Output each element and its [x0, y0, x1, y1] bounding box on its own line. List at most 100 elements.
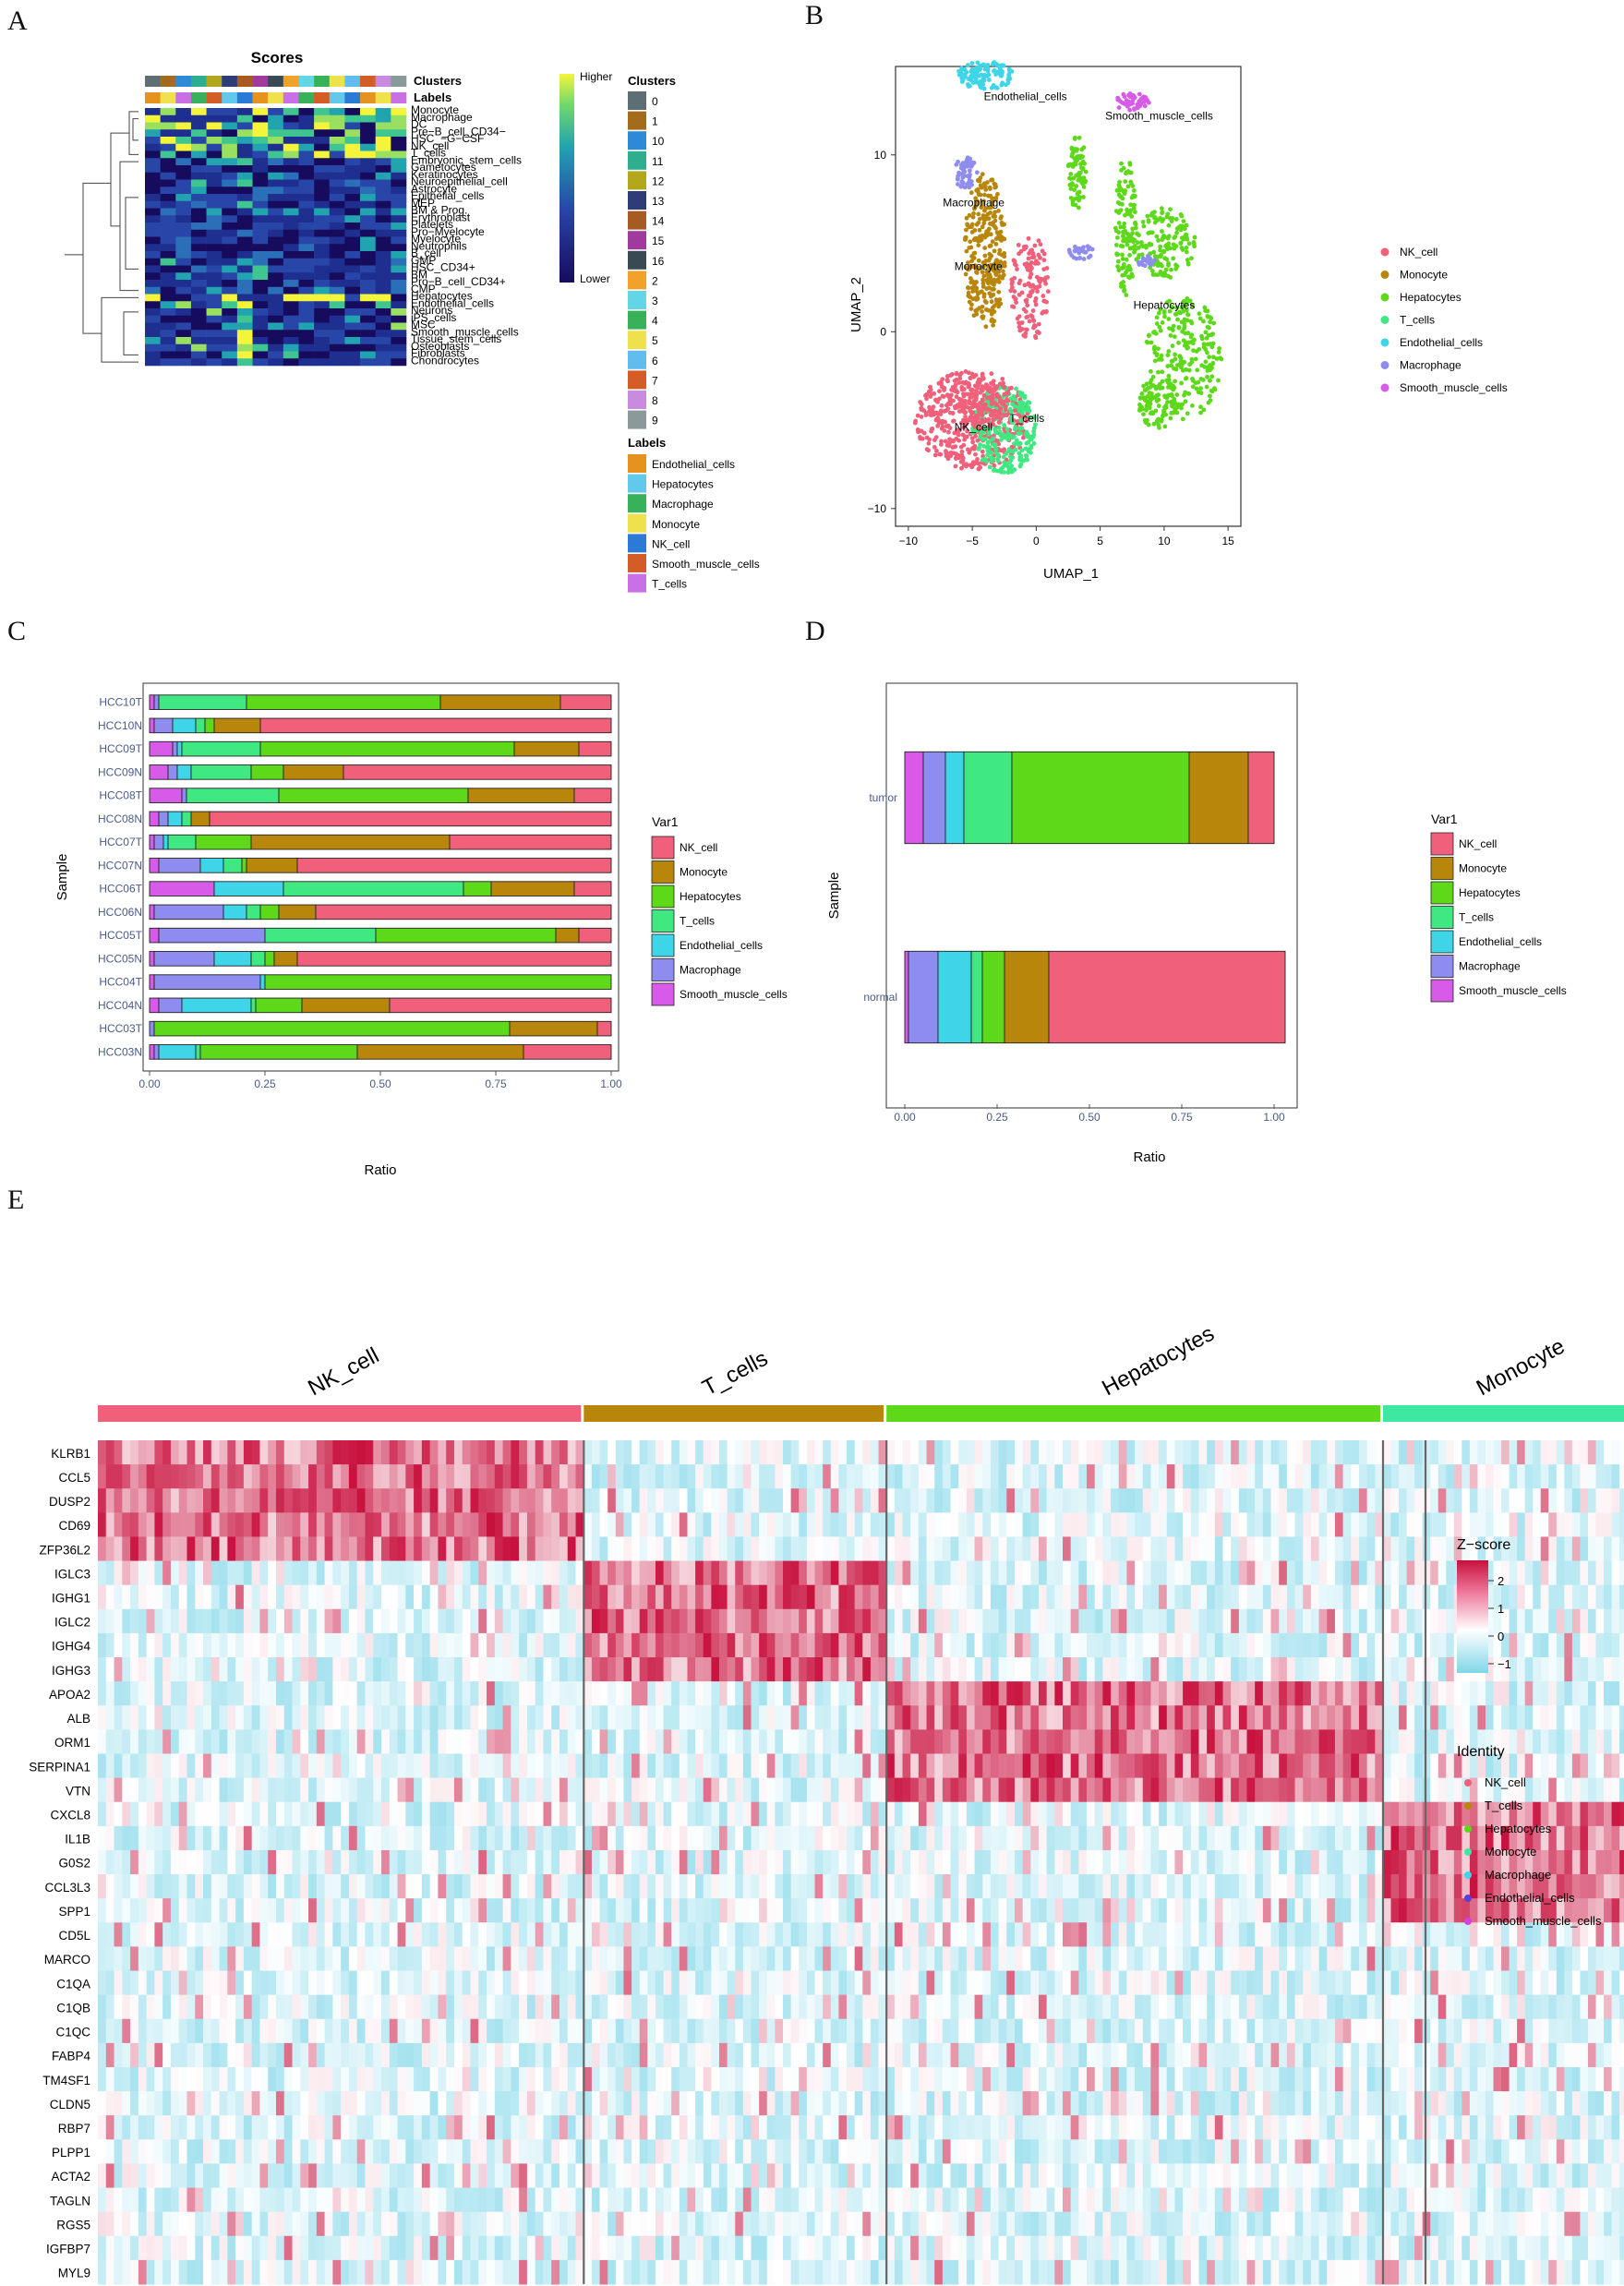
umap-point: [989, 451, 994, 456]
heatmap-cell: [356, 1584, 366, 1610]
score-cell: [298, 315, 315, 323]
bar-segment: [375, 927, 557, 944]
heatmap-cell: [1517, 1584, 1526, 1610]
heatmap-cell: [926, 1464, 935, 1489]
score-cell: [375, 280, 391, 288]
umap-point: [1014, 300, 1019, 305]
score-cell: [314, 294, 331, 302]
score-cell: [145, 108, 161, 116]
bar-segment: [250, 997, 257, 1014]
bar-segment: [259, 717, 612, 734]
heatmap-cell: [1533, 1512, 1542, 1537]
heatmap-cell: [1014, 1536, 1024, 1562]
umap-point: [996, 425, 1002, 430]
umap-point: [1043, 281, 1049, 286]
score-cell: [252, 272, 269, 281]
umap-point: [1130, 226, 1136, 232]
score-cell: [391, 358, 407, 367]
heatmap-cell: [292, 1512, 301, 1537]
umap-point: [1113, 242, 1119, 247]
score-cell: [344, 186, 361, 195]
umap-point: [1069, 153, 1075, 159]
heatmap-cell: [1509, 1512, 1518, 1537]
umap-point: [1036, 321, 1041, 327]
umap-point: [977, 290, 982, 295]
heatmap-cell: [1406, 1584, 1415, 1610]
heatmap-cell: [632, 1440, 641, 1465]
heatmap-cell: [862, 1440, 872, 1465]
umap-point: [985, 448, 991, 453]
heatmap-cell: [332, 1440, 342, 1465]
heatmap-cell: [1262, 1536, 1272, 1562]
heatmap-cell: [195, 1608, 204, 1634]
score-cell: [375, 186, 391, 195]
heatmap-cell: [958, 1584, 968, 1610]
umap-point: [963, 423, 968, 428]
bar-segment: [181, 811, 192, 827]
score-cell: [344, 251, 361, 259]
score-cell: [236, 315, 253, 323]
score-cell: [160, 358, 176, 367]
heatmap-cell: [1446, 1512, 1455, 1537]
heatmap-cell: [870, 1560, 880, 1586]
heatmap-cell: [1485, 1440, 1495, 1465]
panel-e-marker-heatmap: NK_cellT_cellsHepatocytesMonocyteMacroph…: [29, 1321, 1624, 2285]
score-cell: [298, 108, 315, 116]
umap-point: [1122, 191, 1127, 197]
panel-c-legend: NK_cellMonocyteHepatocytesT_cellsEndothe…: [651, 836, 788, 1006]
heatmap-cell: [751, 1584, 760, 1610]
umap-point: [1122, 94, 1127, 99]
heatmap-cell: [487, 1536, 496, 1562]
heatmap-cell: [775, 1440, 784, 1465]
score-cell: [268, 165, 284, 174]
heatmap-cell: [639, 1440, 648, 1465]
score-cell: [298, 301, 315, 309]
umap-point: [968, 245, 974, 250]
heatmap-cell: [389, 1536, 399, 1562]
score-cell: [222, 143, 238, 151]
umap-point: [969, 222, 975, 227]
panel-d-xlabel: Ratio: [1133, 1149, 1165, 1165]
heatmap-cell: [421, 1536, 431, 1562]
heatmap-cell: [1327, 1488, 1336, 1513]
umap-point: [959, 183, 964, 188]
heatmap-cell: [711, 1608, 720, 1634]
umap-point: [1210, 360, 1216, 366]
heatmap-cell: [870, 1512, 880, 1537]
heatmap-cell: [1414, 1464, 1424, 1489]
umap-point: [963, 368, 968, 374]
umap-point: [933, 397, 938, 403]
umap-point: [973, 451, 978, 457]
umap-point: [1200, 378, 1206, 382]
bar-segment: [301, 997, 391, 1014]
heatmap-cell: [1524, 1488, 1534, 1513]
heatmap-cell: [1540, 1536, 1549, 1562]
bar-segment: [259, 904, 280, 920]
heatmap-cell: [1111, 1560, 1120, 1586]
heatmap-cell: [679, 1440, 688, 1465]
umap-point: [980, 309, 984, 314]
heatmap-cell: [727, 1560, 736, 1586]
heatmap-cell: [806, 1536, 816, 1562]
umap-point: [1162, 424, 1168, 429]
cluster-swatch: [628, 131, 646, 150]
heatmap-cell: [878, 1536, 887, 1562]
heatmap-cell: [870, 1584, 880, 1610]
heatmap-cell: [283, 1536, 294, 1562]
heatmap-cell: [105, 1464, 115, 1489]
heatmap-cell: [341, 1560, 350, 1586]
umap-point: [985, 211, 991, 217]
heatmap-cell: [1446, 1536, 1455, 1562]
umap-point: [990, 421, 994, 427]
umap-point: [970, 391, 976, 397]
heatmap-cell: [268, 1608, 277, 1634]
score-cell: [206, 280, 223, 288]
bar-segment: [264, 951, 275, 967]
legend-label: Endothelial_cells: [680, 939, 763, 952]
score-cell: [391, 150, 407, 159]
score-cell: [344, 308, 361, 317]
label-swatch: [628, 474, 646, 493]
heatmap-cell: [275, 1488, 285, 1513]
umap-point: [1180, 360, 1185, 366]
heatmap-cell: [494, 1488, 504, 1513]
